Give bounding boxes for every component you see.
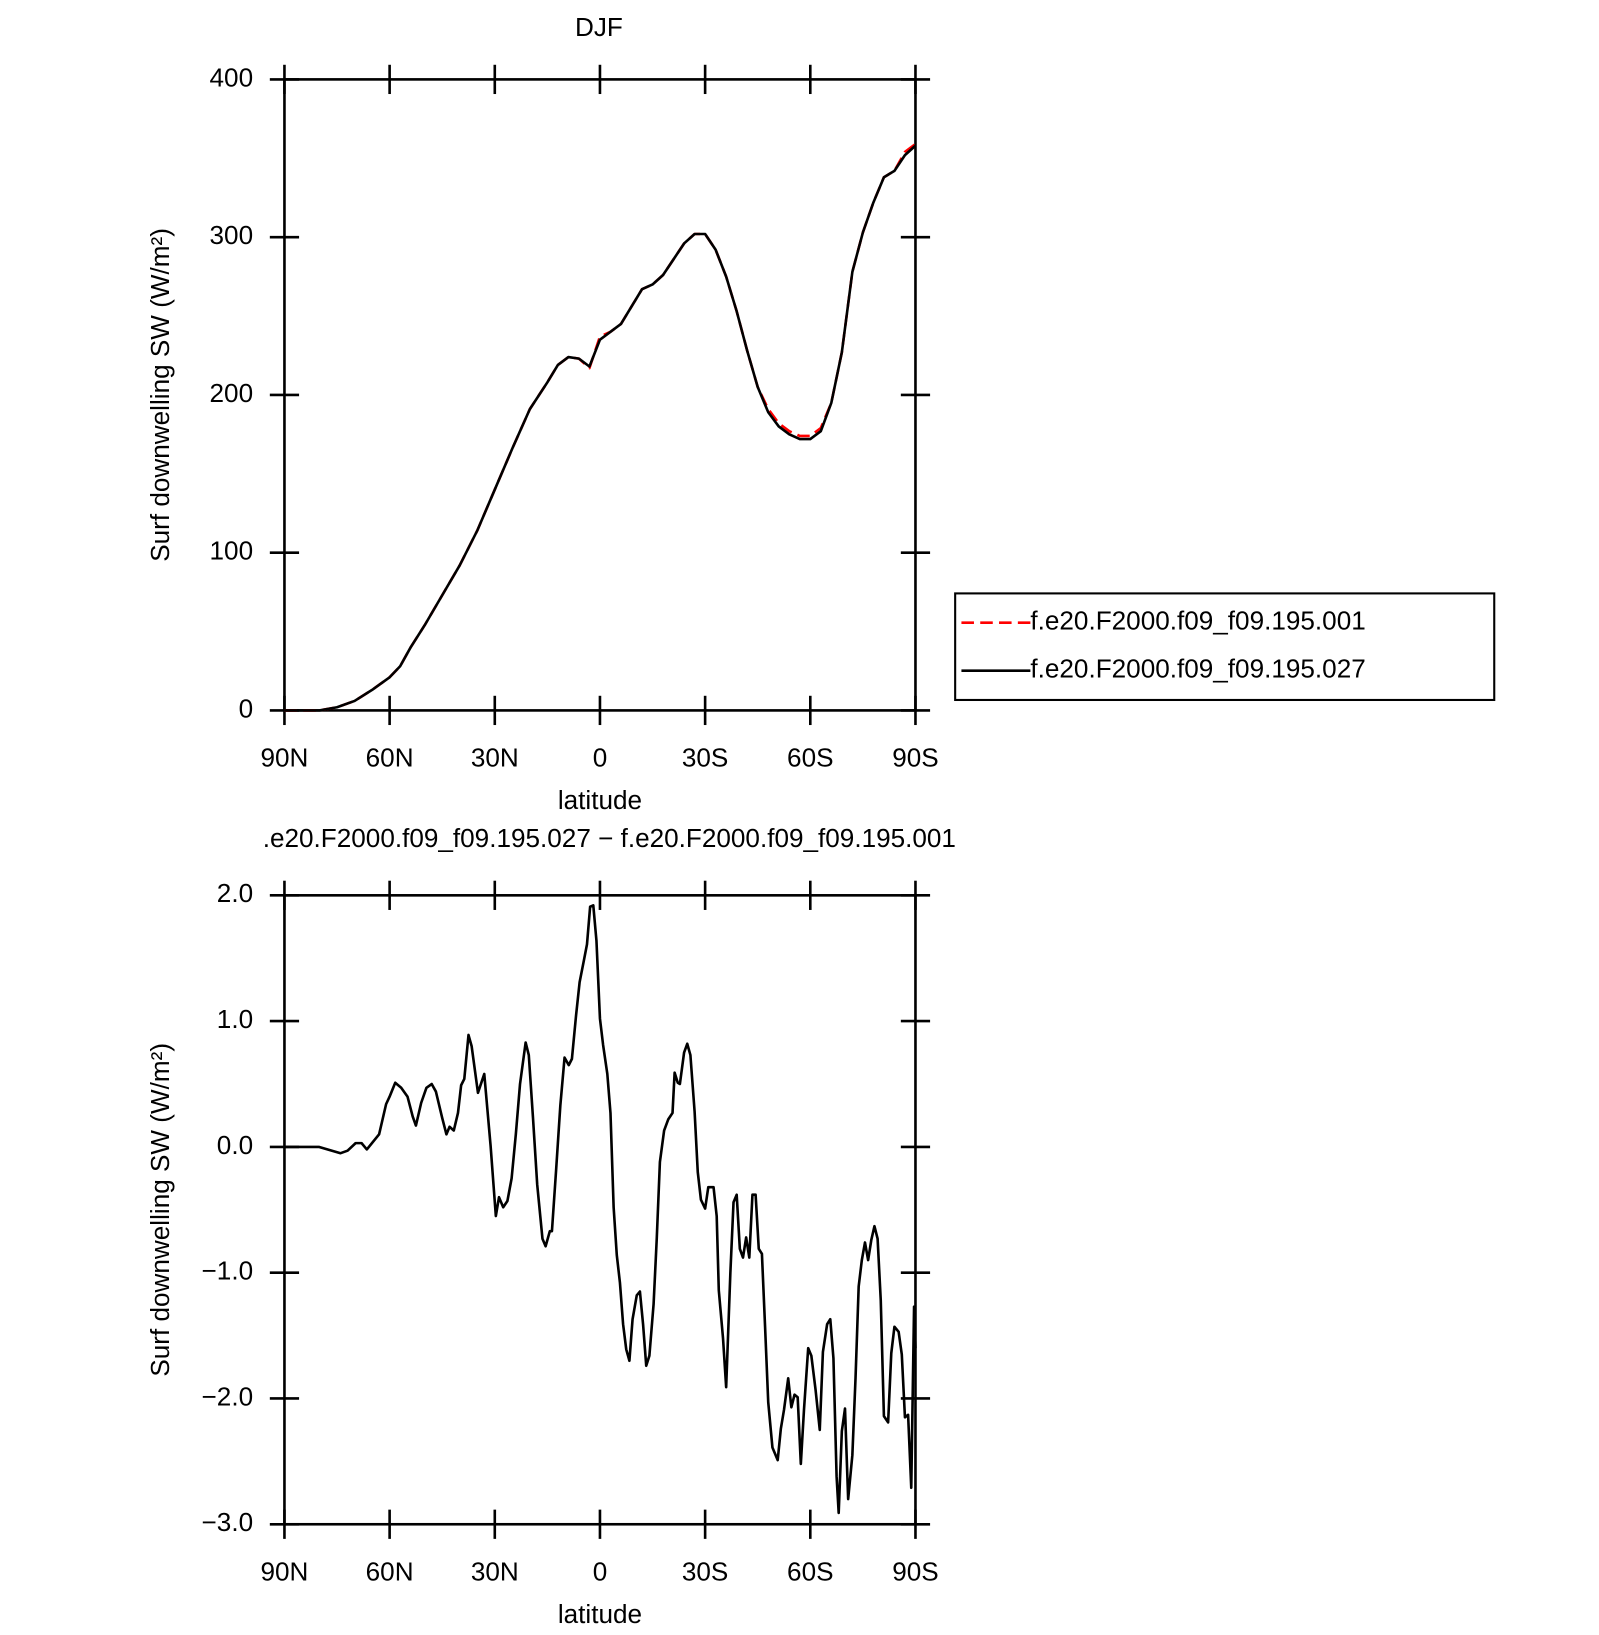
y-tick-label: 0 — [239, 693, 254, 723]
x-tick-label: 90N — [260, 1556, 308, 1586]
x-tick-label: 90S — [892, 1556, 938, 1586]
x-axis-label: latitude — [558, 785, 642, 815]
x-tick-label: 60N — [366, 1556, 414, 1586]
x-tick-label: 30S — [682, 1556, 728, 1586]
data-line — [284, 904, 917, 1515]
legend-box — [954, 592, 1496, 702]
x-tick-label: 0 — [593, 1556, 608, 1586]
y-tick-label: 2.0 — [217, 878, 253, 908]
x-tick-label: 30S — [682, 742, 728, 772]
y-axis-label: Surf downwelling SW (W/m²) — [145, 1043, 175, 1377]
y-tick-label: −2.0 — [202, 1381, 254, 1411]
x-tick-label: 30N — [471, 742, 519, 772]
x-tick-label: 60S — [787, 1556, 833, 1586]
y-tick-label: 200 — [210, 378, 254, 408]
y-axis-label: Surf downwelling SW (W/m²) — [145, 228, 175, 562]
data-line — [284, 144, 917, 712]
y-tick-label: 0.0 — [217, 1130, 253, 1160]
y-tick-label: 100 — [210, 536, 254, 566]
plot-frame — [283, 78, 917, 712]
x-axis-label: latitude — [558, 1599, 642, 1629]
data-line — [284, 143, 917, 712]
y-tick-label: 300 — [210, 220, 254, 250]
x-tick-label: 30N — [471, 1556, 519, 1586]
chart-title: DJF — [575, 12, 623, 42]
y-tick-label: 400 — [210, 62, 254, 92]
legend-label: f.e20.F2000.f09_f09.195.027 — [1030, 654, 1365, 684]
legend-label: f.e20.F2000.f09_f09.195.001 — [1030, 606, 1365, 636]
y-tick-label: 1.0 — [217, 1004, 253, 1034]
y-tick-label: −1.0 — [202, 1256, 254, 1286]
x-tick-label: 60S — [787, 742, 833, 772]
x-tick-label: 90N — [260, 742, 308, 772]
x-tick-label: 90S — [892, 742, 938, 772]
x-tick-label: 60N — [366, 742, 414, 772]
plot-frame — [283, 894, 917, 1526]
chart-title: .e20.F2000.f09_f09.195.027 − f.e20.F2000… — [263, 823, 956, 853]
y-tick-label: −3.0 — [202, 1507, 254, 1537]
x-tick-label: 0 — [593, 742, 608, 772]
